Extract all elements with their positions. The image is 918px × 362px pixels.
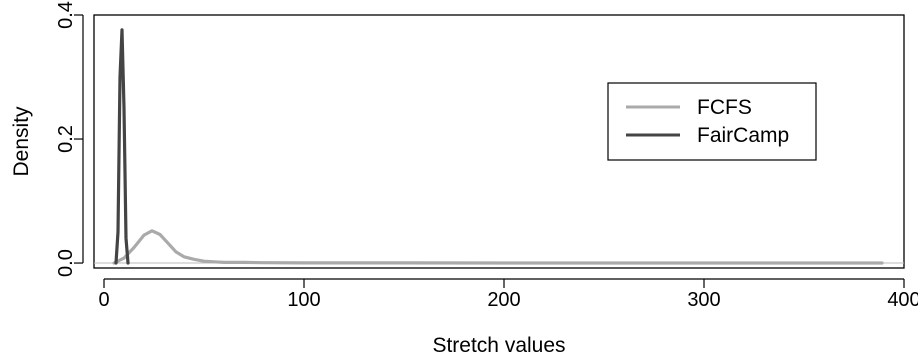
x-axis-label: Stretch values: [432, 334, 565, 357]
y-axis: 0.0 0.2 0.4: [55, 1, 84, 277]
legend: FCFS FairCamp: [607, 82, 817, 161]
series-line-fcfs: [112, 229, 884, 265]
series-line-faircamp: [114, 28, 130, 265]
plot-frame: [93, 14, 905, 269]
x-tick-label: 200: [487, 289, 520, 311]
x-tick-label: 300: [687, 289, 720, 311]
series-layer: [112, 28, 884, 265]
y-tick-label: 0.2: [55, 125, 77, 153]
x-tick-label: 100: [287, 289, 320, 311]
legend-label-faircamp: FairCamp: [697, 124, 789, 147]
x-tick-label: 400: [887, 289, 918, 311]
y-tick-label: 0.0: [55, 249, 77, 277]
legend-label-fcfs: FCFS: [697, 96, 752, 119]
x-tick-label: 0: [98, 289, 109, 311]
y-axis-label: Density: [10, 106, 33, 177]
y-tick-label: 0.4: [55, 1, 77, 29]
legend-box: [607, 82, 817, 161]
x-axis: 0 100 200 300 400: [98, 278, 918, 311]
